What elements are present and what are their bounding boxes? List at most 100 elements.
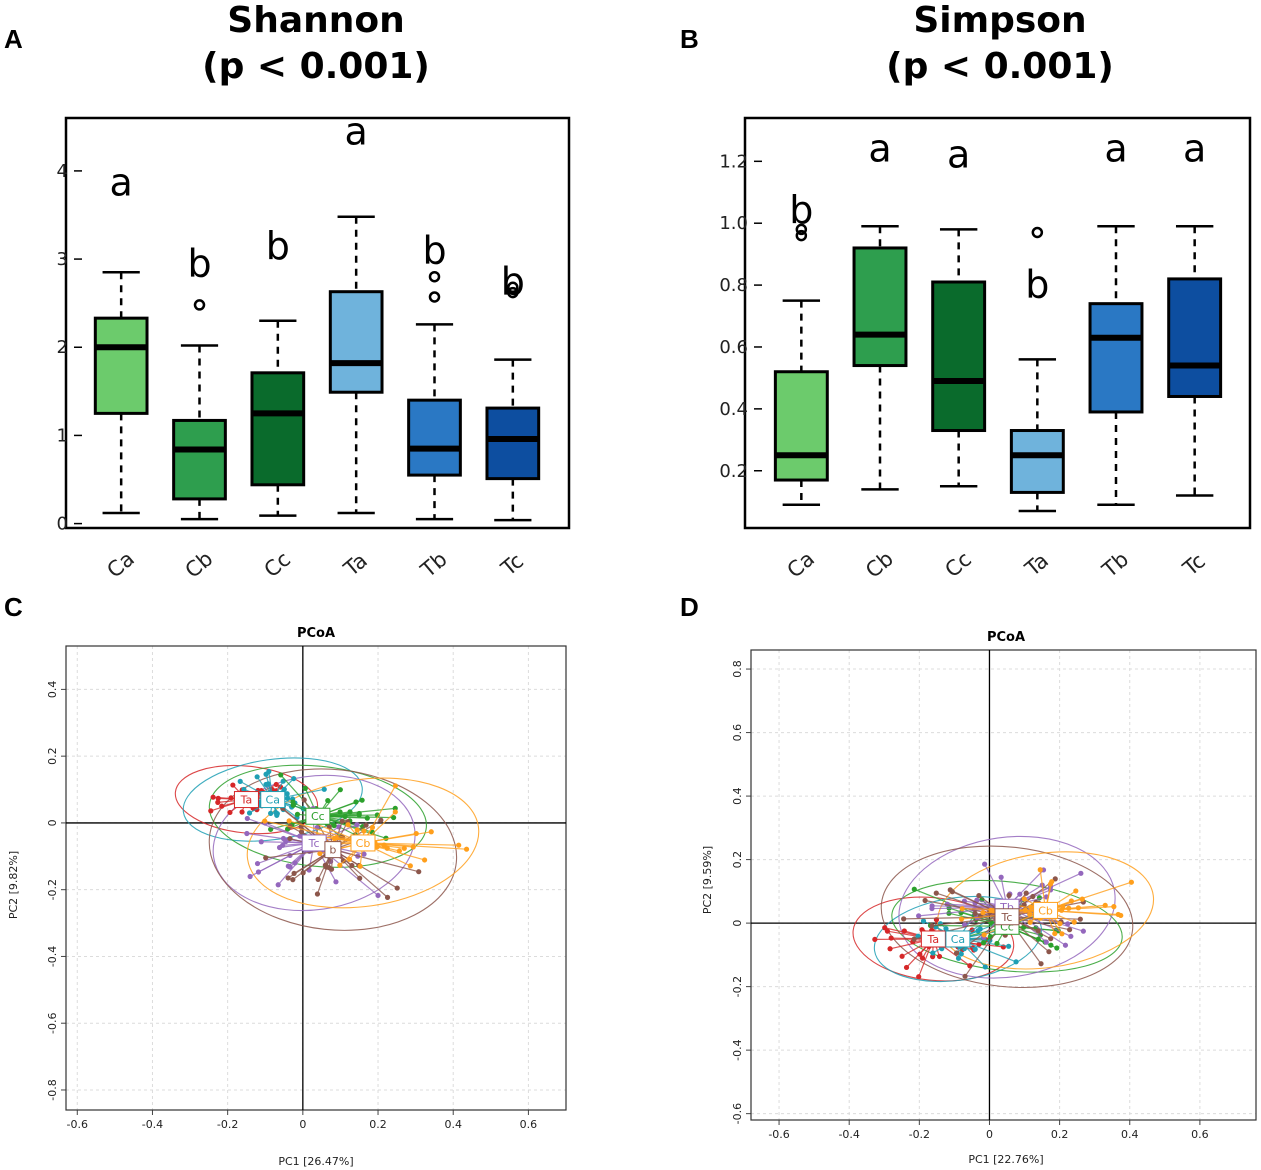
group-ellipse — [212, 774, 416, 912]
x-category-label: Ta — [339, 548, 372, 581]
sample-point — [274, 812, 280, 818]
sample-point — [884, 928, 891, 934]
sample-point — [958, 951, 964, 957]
plot-frame — [64, 116, 571, 530]
x-tick-label: -0.6 — [67, 1118, 88, 1131]
y-tick-label: 0.2 — [719, 461, 748, 482]
sample-point — [266, 768, 272, 775]
sample-point — [275, 882, 281, 888]
group-label-box — [260, 791, 286, 809]
outlier-point — [428, 270, 441, 283]
x-tick-label: 0 — [986, 1128, 993, 1141]
x-tick-label: -0.2 — [217, 1118, 238, 1131]
y-tick-label: 0.4 — [719, 399, 748, 420]
x-category-label: Ta — [1020, 548, 1053, 581]
y-tick-label: 0.8 — [719, 275, 748, 296]
sample-point — [1052, 930, 1058, 937]
sample-point — [241, 786, 247, 793]
y-tick-label: 0.2 — [46, 747, 59, 765]
sample-point — [1115, 911, 1121, 918]
sample-point — [325, 797, 331, 804]
sample-point — [258, 839, 264, 845]
chart-title: Simpson — [913, 0, 1086, 41]
sample-point — [280, 835, 287, 842]
spider-line — [332, 849, 388, 898]
significance-letter: a — [110, 161, 133, 205]
sample-point — [1062, 942, 1069, 948]
sample-point — [244, 830, 250, 837]
sample-point — [407, 863, 413, 869]
group-ellipse — [891, 879, 1123, 973]
sample-point — [361, 828, 367, 834]
x-tick-label: -0.4 — [142, 1118, 163, 1131]
sample-point — [994, 940, 1000, 947]
sample-point — [1048, 936, 1054, 942]
y-tick-label: 0.6 — [719, 337, 748, 358]
sample-point — [1038, 961, 1044, 967]
significance-letter: b — [266, 224, 290, 268]
box-Ta — [1009, 429, 1065, 494]
y-tick-label: -0.6 — [46, 1012, 59, 1033]
sample-point — [930, 950, 936, 956]
sample-point — [1017, 891, 1023, 897]
group-ellipse — [898, 835, 1116, 979]
sample-point — [972, 910, 978, 917]
x-category-label: Cb — [861, 546, 898, 582]
panel-label-d: D — [680, 592, 699, 622]
sample-point — [962, 973, 968, 979]
x-category-label: Ca — [102, 547, 139, 583]
sample-point — [982, 964, 988, 970]
significance-letter: a — [345, 109, 368, 153]
sample-point — [955, 955, 962, 961]
x-axis-label: PC1 [22.76%] — [968, 1153, 1043, 1166]
sample-point — [936, 953, 943, 960]
box-Cb — [172, 418, 227, 501]
sample-point — [887, 946, 893, 952]
sample-point — [215, 799, 221, 805]
sample-point — [208, 808, 214, 814]
sample-point — [394, 885, 400, 891]
chart-title: PCoA — [987, 630, 1025, 645]
sample-point — [929, 923, 935, 929]
y-axis-label: PC2 [9.59%] — [701, 846, 714, 914]
significance-letter: b — [789, 188, 813, 232]
sample-point — [1067, 927, 1073, 933]
box-Tc — [485, 406, 541, 481]
sample-point — [378, 817, 384, 823]
sample-point — [1006, 943, 1012, 949]
group-label-box — [1033, 901, 1059, 919]
sample-point — [328, 866, 335, 872]
sample-point — [911, 886, 917, 892]
sample-point — [456, 842, 462, 848]
sample-point — [1068, 933, 1074, 939]
x-tick-label: 0 — [299, 1118, 306, 1131]
group-label: b — [329, 844, 336, 857]
group-label-box — [920, 930, 946, 948]
outlier-point — [795, 229, 808, 242]
sample-point — [980, 940, 987, 946]
sample-point — [933, 890, 939, 896]
sample-point — [1028, 904, 1034, 910]
significance-letter: b — [501, 259, 525, 303]
sample-point — [1111, 904, 1117, 910]
sample-point — [381, 842, 387, 848]
simpson-boxplot: Simpson (p < 0.001) 0.2 0.4 0.6 0.8 1.0 1.2 b C… — [719, 0, 1252, 583]
sample-point — [346, 856, 353, 862]
sample-point — [1078, 870, 1084, 876]
sample-point — [1022, 907, 1028, 913]
group-label: Ta — [240, 794, 253, 807]
panel-label-a: A — [4, 24, 23, 54]
sample-point — [463, 846, 470, 852]
pcoa-plot-d: PCoA PC1 [22.76%] PC2 [9.59%] -0.6 -0.4 -0… — [701, 630, 1257, 1166]
chart-subtitle: (p < 0.001) — [886, 46, 1114, 87]
box-Ca — [773, 370, 829, 482]
sample-point — [413, 830, 419, 837]
sample-point — [919, 955, 926, 961]
y-tick-label: -0.2 — [46, 879, 59, 900]
sample-point — [901, 916, 907, 922]
sample-point — [410, 844, 416, 850]
box-Tb — [407, 398, 462, 477]
sample-point — [357, 875, 363, 881]
sample-point — [230, 782, 236, 788]
y-tick-label: 1 — [57, 425, 68, 446]
